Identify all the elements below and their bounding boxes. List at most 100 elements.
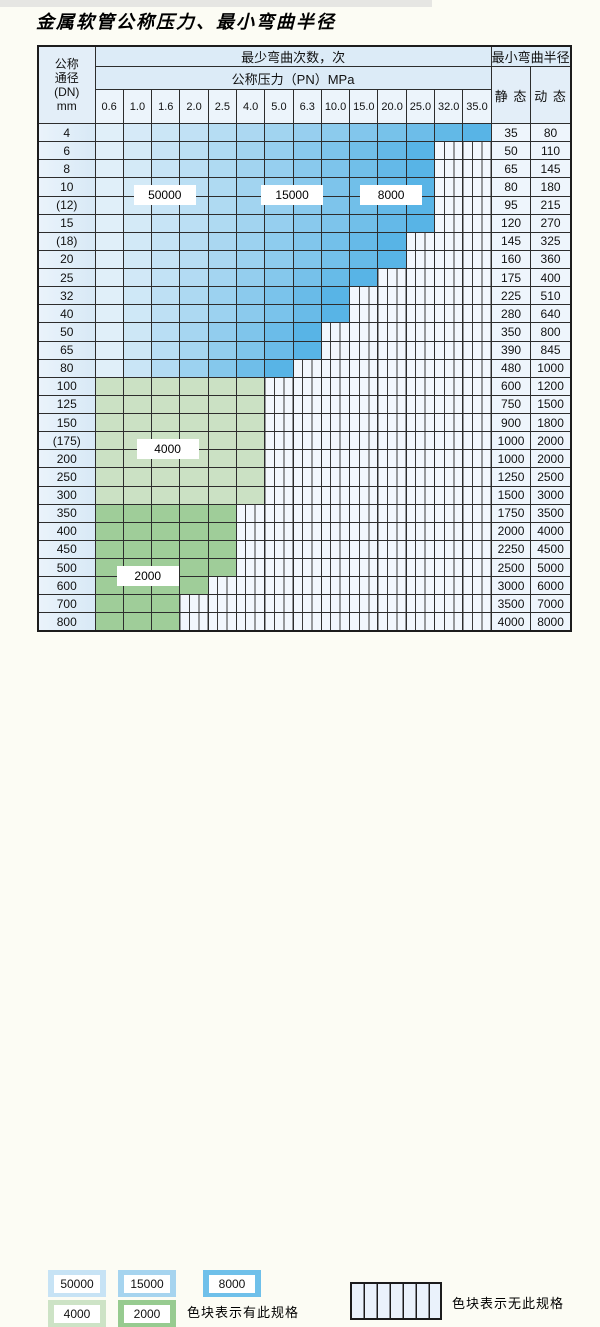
no-spec-cell <box>405 576 436 596</box>
dynamic-value-cell: 845 <box>530 340 572 360</box>
spec-cell <box>207 159 237 179</box>
no-spec-cell <box>434 412 464 433</box>
spec-cell <box>320 286 351 306</box>
dynamic-value-cell: 360 <box>530 249 572 270</box>
no-spec-cell <box>462 485 492 505</box>
pressure-column-header: 2.0 <box>179 89 209 124</box>
dn-cell: (175) <box>37 431 96 451</box>
no-spec-cell <box>377 304 407 324</box>
no-spec-cell <box>434 449 464 469</box>
no-spec-cell <box>462 557 492 578</box>
static-value-cell: 1000 <box>490 449 532 469</box>
no-spec-cell <box>292 521 322 541</box>
spec-cell <box>207 394 237 415</box>
no-spec-cell <box>292 394 322 415</box>
spec-cell <box>207 322 237 342</box>
no-spec-cell <box>349 557 379 578</box>
spec-cell <box>264 286 294 306</box>
dynamic-value-cell: 3500 <box>530 503 572 523</box>
spec-cell <box>179 521 209 541</box>
no-spec-cell <box>405 521 436 541</box>
no-spec-cell <box>434 231 464 251</box>
spec-cell <box>122 394 153 415</box>
overlay-label: 15000 <box>261 184 324 205</box>
no-spec-cell <box>462 449 492 469</box>
spec-cell <box>94 376 124 396</box>
no-spec-cell <box>462 376 492 396</box>
pressure-column-header: 1.6 <box>151 89 181 124</box>
spec-cell <box>320 249 351 270</box>
dynamic-value-cell: 4000 <box>530 521 572 541</box>
spec-cell <box>207 449 237 469</box>
no-spec-cell <box>179 594 209 614</box>
dynamic-value-cell: 325 <box>530 231 572 251</box>
no-spec-cell <box>462 612 492 632</box>
static-value-cell: 2000 <box>490 521 532 541</box>
spec-cell <box>151 539 181 560</box>
no-spec-cell <box>462 304 492 324</box>
no-spec-cell <box>405 449 436 469</box>
spec-cell <box>179 122 209 143</box>
spec-cell <box>94 213 124 233</box>
spec-cell <box>179 394 209 415</box>
no-spec-cell <box>434 267 464 288</box>
static-value-cell: 1000 <box>490 431 532 451</box>
spec-cell <box>122 304 153 324</box>
static-value-cell: 390 <box>490 340 532 360</box>
spec-cell <box>349 159 379 179</box>
dynamic-value-cell: 1000 <box>530 358 572 378</box>
no-spec-cell <box>405 394 436 415</box>
spec-cell <box>151 340 181 360</box>
no-spec-cell <box>434 485 464 505</box>
no-spec-cell <box>377 358 407 378</box>
spec-cell <box>179 485 209 505</box>
dn-cell: (12) <box>37 195 96 215</box>
no-spec-cell <box>434 612 464 632</box>
no-spec-cell <box>462 594 492 614</box>
spec-cell <box>235 467 266 487</box>
spec-cell <box>462 122 492 143</box>
spec-cell <box>207 249 237 270</box>
spec-cell <box>320 177 351 197</box>
spec-cell <box>349 213 379 233</box>
no-spec-cell <box>320 376 351 396</box>
no-spec-cell <box>405 612 436 632</box>
static-value-cell: 4000 <box>490 612 532 632</box>
pressure-column-header: 1.0 <box>122 89 153 124</box>
no-spec-cell <box>405 249 436 270</box>
dynamic-value-cell: 1200 <box>530 376 572 396</box>
no-spec-cell <box>405 286 436 306</box>
spec-table: 公称 通径 (DN) mm 最少弯曲次数，次 最小弯曲半径 公称压力（PN）MPa 静 态动 … <box>37 45 572 632</box>
spec-cell <box>235 412 266 433</box>
no-spec-cell <box>292 612 322 632</box>
no-spec-cell <box>320 340 351 360</box>
pressure-column-header: 5.0 <box>264 89 294 124</box>
no-spec-cell <box>349 467 379 487</box>
pressure-column-header: 0.6 <box>94 89 124 124</box>
spec-cell <box>434 122 464 143</box>
spec-cell <box>122 412 153 433</box>
spec-cell <box>292 340 322 360</box>
no-spec-cell <box>434 322 464 342</box>
spec-cell <box>207 412 237 433</box>
no-spec-cell <box>349 503 379 523</box>
static-value-cell: 50 <box>490 141 532 161</box>
no-spec-cell <box>264 594 294 614</box>
dynamic-header: 动 态 <box>530 66 572 124</box>
no-spec-cell <box>434 539 464 560</box>
spec-cell <box>377 159 407 179</box>
dynamic-value-cell: 145 <box>530 159 572 179</box>
dn-cell: 700 <box>37 594 96 614</box>
spec-cell <box>349 231 379 251</box>
spec-cell <box>207 503 237 523</box>
spec-cell <box>235 231 266 251</box>
spec-cell <box>122 231 153 251</box>
spec-cell <box>349 267 379 288</box>
dn-cell: 80 <box>37 358 96 378</box>
no-spec-cell <box>434 213 464 233</box>
no-spec-cell <box>349 286 379 306</box>
dn-cell: 400 <box>37 521 96 541</box>
no-spec-cell <box>434 576 464 596</box>
no-spec-cell <box>377 612 407 632</box>
spec-cell <box>292 304 322 324</box>
